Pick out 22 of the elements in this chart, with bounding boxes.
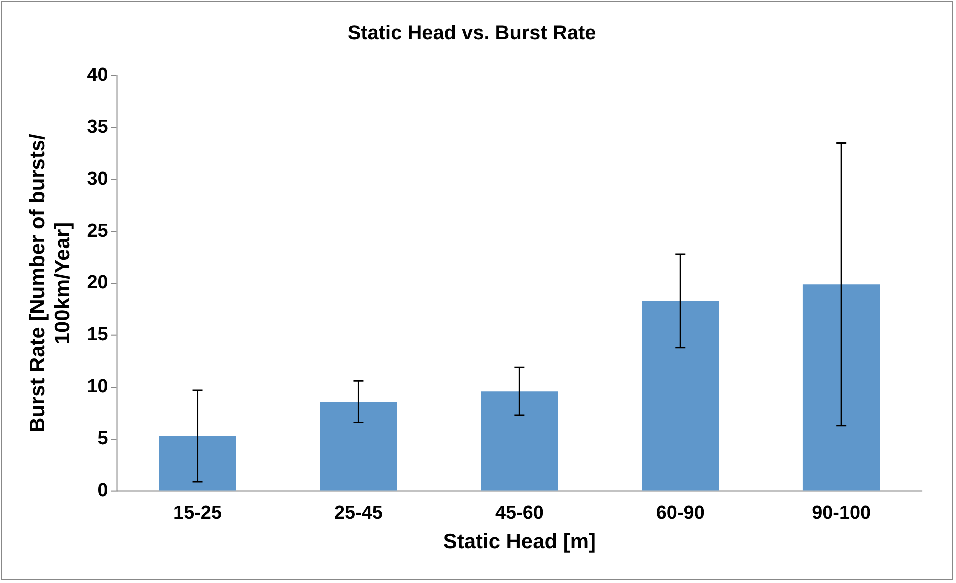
- x-tick-label: 60-90: [656, 502, 705, 524]
- y-tick-label: 20: [87, 272, 108, 294]
- y-tick-label: 35: [87, 116, 108, 138]
- bar: [642, 301, 720, 491]
- x-tick-label: 25-45: [334, 502, 383, 524]
- bar: [481, 392, 558, 491]
- y-tick-label: 30: [87, 168, 108, 190]
- bar: [159, 436, 236, 491]
- y-tick-label: 10: [87, 376, 108, 398]
- x-tick-label: 90-100: [812, 502, 872, 524]
- y-tick-label: 40: [87, 64, 108, 86]
- x-axis-title: Static Head [m]: [443, 530, 596, 554]
- chart-title: Static Head vs. Burst Rate: [348, 22, 596, 44]
- y-tick-label: 25: [87, 220, 108, 242]
- y-tick-label: 0: [98, 480, 108, 502]
- x-tick-label: 15-25: [174, 502, 222, 524]
- x-tick-label: 45-60: [495, 502, 544, 524]
- bar: [320, 402, 398, 491]
- y-tick-label: 15: [87, 324, 108, 346]
- y-tick-label: 5: [98, 428, 108, 450]
- bar: [802, 284, 880, 491]
- y-axis-title: Burst Rate [Number of bursts/ 100km/Year]: [26, 134, 74, 433]
